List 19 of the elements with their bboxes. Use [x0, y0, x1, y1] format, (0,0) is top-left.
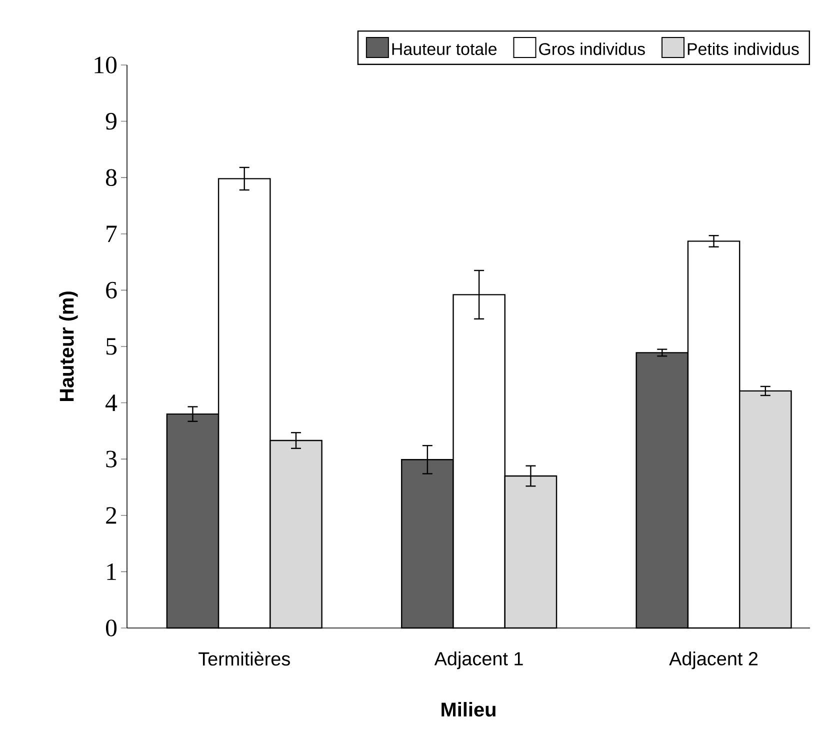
x-tick-label: Adjacent 2 — [669, 652, 758, 670]
y-axis-title: Hauteur (m) — [59, 292, 78, 402]
legend-label: Petits individus — [688, 42, 799, 56]
y-tick-label: 3 — [106, 450, 117, 468]
x-tick-label: Termitières — [198, 652, 290, 666]
x-axis-title: Milieu — [442, 702, 496, 717]
y-tick-label: 6 — [106, 282, 117, 299]
y-tick-label: 4 — [106, 394, 118, 411]
y-tick-label: 0 — [106, 620, 117, 636]
y-tick-label: 8 — [106, 169, 117, 186]
y-tick-label: 2 — [106, 507, 116, 524]
legend-label: Gros individus — [539, 42, 645, 56]
y-tick-label: 10 — [94, 56, 117, 74]
y-tick-label: 1 — [107, 563, 116, 580]
y-tick-label: 7 — [106, 226, 117, 242]
x-tick-label: Adjacent 1 — [434, 652, 523, 670]
legend-label: Hauteur totale — [392, 42, 497, 56]
y-tick-label: 5 — [106, 338, 117, 355]
y-tick-label: 9 — [106, 112, 116, 130]
